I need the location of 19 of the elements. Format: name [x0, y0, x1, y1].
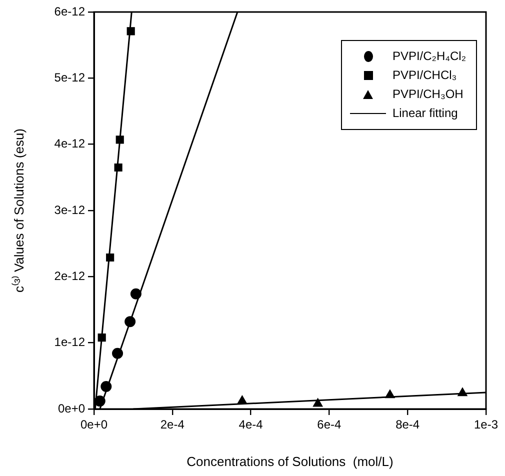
y-tick-label: 0e+0 — [58, 401, 86, 416]
x-axis-title: Concentrations of Solutions (mol/L) — [186, 454, 394, 469]
y-tick-label: 2e-12 — [54, 268, 86, 283]
y-tick-label: 5e-12 — [54, 70, 86, 84]
x-tick-label: 1e-3 — [474, 418, 498, 432]
y-tick-label: 1e-12 — [54, 335, 86, 350]
legend-label: PVPI/CH₃OH — [392, 86, 464, 103]
y-axis-title: c⁽³⁾ Values of Solutions (esu) — [11, 128, 26, 292]
legend-label: PVPI/C₂H₄Cl₂ — [392, 48, 466, 65]
legend-label: PVPI/CHCl₃ — [392, 67, 457, 84]
x-tick-label: 4e-4 — [238, 418, 264, 432]
y-tick-label: 4e-12 — [54, 136, 86, 151]
legend-label: Linear fitting — [392, 105, 458, 122]
x-tick-label: 0e+0 — [80, 418, 108, 432]
y-tick-label: 6e-12 — [54, 4, 86, 18]
x-tick-label: 8e-4 — [396, 418, 420, 432]
x-tick-label: 2e-4 — [160, 418, 185, 432]
y-tick-label: 3e-12 — [54, 202, 86, 217]
x-tick-label: 6e-4 — [317, 418, 342, 432]
